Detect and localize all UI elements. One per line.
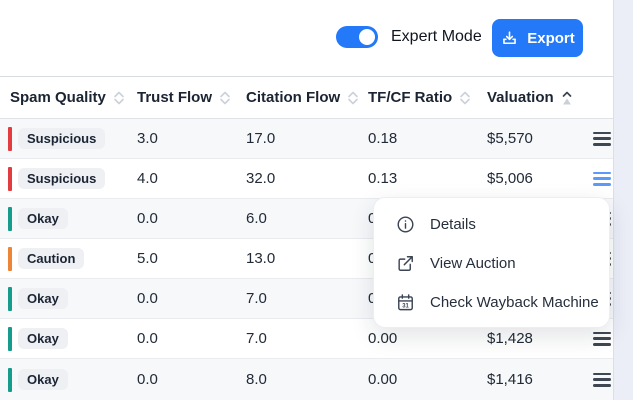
citation-flow-value: 13.0 [246, 250, 276, 267]
menu-item-details[interactable]: Details [374, 205, 609, 244]
citation-flow-value: 17.0 [246, 130, 276, 147]
column-label: Citation Flow [246, 89, 341, 106]
row-menu-button-active[interactable] [593, 171, 611, 186]
export-button[interactable]: Export [492, 19, 583, 57]
menu-item-check-wayback[interactable]: 31 Check Wayback Machine [374, 283, 609, 322]
trust-flow-value: 0.0 [137, 371, 158, 388]
external-link-icon [398, 256, 413, 271]
spam-quality-badge: Okay [18, 369, 68, 390]
toggle-knob [359, 29, 375, 45]
trust-flow-value: 5.0 [137, 250, 158, 267]
sort-ascending-icon[interactable] [560, 90, 574, 106]
info-icon [397, 216, 414, 233]
citation-flow-value: 6.0 [246, 210, 267, 227]
trust-flow-value: 3.0 [137, 130, 158, 147]
trust-flow-value: 0.0 [137, 330, 158, 347]
valuation-value: $5,006 [487, 170, 533, 187]
tfcf-ratio-value: 0.00 [368, 330, 398, 347]
row-menu-button[interactable] [593, 131, 611, 146]
sort-icon[interactable] [458, 90, 472, 106]
citation-flow-value: 8.0 [246, 371, 267, 388]
sort-icon[interactable] [112, 90, 126, 106]
severity-bar [8, 326, 12, 351]
severity-bar [8, 286, 12, 311]
spam-quality-badge: Suspicious [18, 168, 106, 189]
column-header-tfcf-ratio[interactable]: TF/CF Ratio [368, 89, 487, 106]
sort-icon[interactable] [346, 90, 360, 106]
row-menu-button[interactable] [593, 331, 611, 346]
tfcf-ratio-value: 0.18 [368, 130, 398, 147]
menu-item-label: View Auction [430, 255, 516, 272]
severity-bar [8, 367, 12, 392]
spam-quality-badge: Caution [18, 248, 85, 269]
table-row[interactable]: Suspicious 3.0 17.0 0.18 $5,570 [0, 119, 613, 159]
table-row[interactable]: Okay 0.0 8.0 0.00 $1,416 [0, 359, 613, 400]
menu-item-label: Check Wayback Machine [430, 294, 599, 311]
trust-flow-value: 0.0 [137, 290, 158, 307]
valuation-value: $1,428 [487, 330, 533, 347]
citation-flow-value: 32.0 [246, 170, 276, 187]
trust-flow-value: 0.0 [137, 210, 158, 227]
row-context-menu: Details View Auction 31 Check Wayback Ma… [373, 197, 610, 328]
expert-mode-control: Expert Mode [336, 26, 482, 48]
download-icon [503, 30, 517, 44]
tfcf-ratio-value: 0.00 [368, 371, 398, 388]
severity-bar [8, 206, 12, 231]
menu-item-view-auction[interactable]: View Auction [374, 244, 609, 283]
table-header: Spam Quality Trust Flow Citation Flow TF… [0, 76, 613, 119]
column-header-trust-flow[interactable]: Trust Flow [137, 89, 246, 106]
column-label: TF/CF Ratio [368, 89, 453, 106]
spam-quality-badge: Okay [18, 208, 68, 229]
expert-mode-toggle[interactable] [336, 26, 378, 48]
column-header-spam-quality[interactable]: Spam Quality [0, 89, 137, 106]
column-header-citation-flow[interactable]: Citation Flow [246, 89, 368, 106]
calendar-icon: 31 [398, 294, 413, 311]
valuation-value: $1,416 [487, 371, 533, 388]
severity-bar [8, 166, 12, 191]
citation-flow-value: 7.0 [246, 290, 267, 307]
svg-text:31: 31 [402, 304, 409, 310]
toolbar: Expert Mode Export [0, 0, 613, 76]
table-row[interactable]: Suspicious 4.0 32.0 0.13 $5,006 [0, 159, 613, 199]
column-label: Trust Flow [137, 89, 212, 106]
sort-icon[interactable] [218, 90, 232, 106]
severity-bar [8, 246, 12, 271]
tfcf-ratio-value: 0.13 [368, 170, 398, 187]
severity-bar [8, 126, 12, 151]
column-label: Spam Quality [10, 89, 106, 106]
spam-quality-badge: Okay [18, 328, 68, 349]
column-header-valuation[interactable]: Valuation [487, 89, 593, 106]
row-menu-button[interactable] [593, 372, 611, 387]
menu-item-label: Details [430, 216, 476, 233]
table-row[interactable]: Okay 0.0 7.0 0.00 $1,428 [0, 319, 613, 359]
expert-mode-label: Expert Mode [391, 28, 482, 45]
spam-quality-badge: Okay [18, 288, 68, 309]
citation-flow-value: 7.0 [246, 330, 267, 347]
column-label: Valuation [487, 89, 554, 106]
export-label: Export [527, 29, 575, 47]
page-background-strip [613, 0, 633, 400]
valuation-value: $5,570 [487, 130, 533, 147]
trust-flow-value: 4.0 [137, 170, 158, 187]
spam-quality-badge: Suspicious [18, 128, 106, 149]
